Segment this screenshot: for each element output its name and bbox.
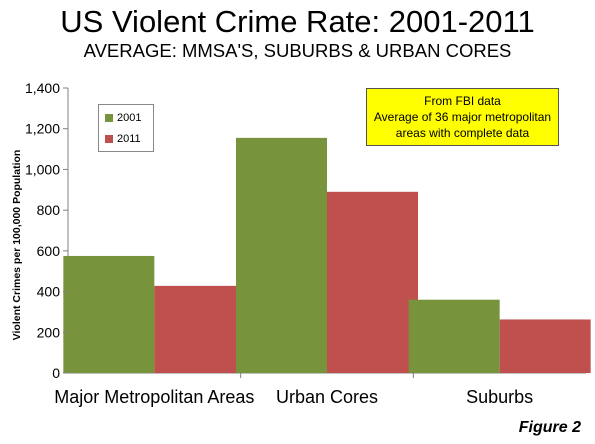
figure-label: Figure 2	[518, 419, 581, 436]
bar-2011	[154, 285, 246, 373]
legend-label-2011: 2011	[117, 133, 141, 145]
bar-2011	[327, 191, 418, 373]
y-axis-label: Violent Crimes per 100,000 Population	[11, 149, 23, 341]
bar-2001	[236, 137, 327, 373]
chart-title: US Violent Crime Rate: 2001-2011	[60, 4, 535, 39]
legend-label-2001: 2001	[117, 112, 142, 124]
chart-ticks: 0 200 400 600 800 1,000 1,200 1,400 Major Metrop…	[25, 80, 533, 407]
bar-2001	[63, 255, 155, 373]
x-tick-label: Suburbs	[466, 387, 533, 407]
source-annotation-box: From FBI data Average of 36 major metrop…	[366, 88, 559, 146]
bar-2001	[408, 299, 500, 373]
legend-item-2011: 2011	[105, 131, 141, 147]
y-tick-label: 1,400	[25, 80, 60, 96]
annotation-line: Average of 36 major metropolitan	[373, 110, 552, 124]
chart-subtitle: AVERAGE: MMSA'S, SUBURBS & URBAN CORES	[83, 40, 512, 61]
y-tick-label: 600	[37, 243, 61, 259]
y-tick-label: 1,200	[25, 121, 60, 137]
y-tick-label: 400	[37, 284, 61, 300]
x-tick-label: Urban Cores	[276, 387, 378, 407]
annotation-line: From FBI data	[424, 94, 501, 108]
legend-item-2001: 2001	[105, 110, 141, 126]
bar-2011	[499, 319, 591, 373]
legend-swatch-2011	[105, 135, 113, 144]
annotation-line: areas with complete data	[395, 126, 530, 140]
y-tick-label: 0	[52, 365, 60, 381]
chart-legend: 2001 2011	[98, 104, 154, 152]
y-tick-label: 800	[37, 202, 61, 218]
y-tick-label: 1,000	[25, 161, 60, 177]
y-tick-label: 200	[37, 324, 61, 340]
x-tick-label: Major Metropolitan Areas	[54, 387, 254, 407]
legend-swatch-2001	[105, 114, 113, 123]
chart-bars	[63, 137, 591, 373]
